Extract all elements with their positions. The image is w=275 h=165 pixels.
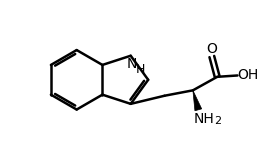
Text: 2: 2	[214, 116, 221, 126]
Text: NH: NH	[193, 112, 214, 126]
Text: OH: OH	[237, 68, 258, 82]
Polygon shape	[193, 90, 202, 111]
Text: O: O	[206, 42, 217, 56]
Text: H: H	[136, 63, 145, 76]
Text: N: N	[127, 57, 137, 71]
